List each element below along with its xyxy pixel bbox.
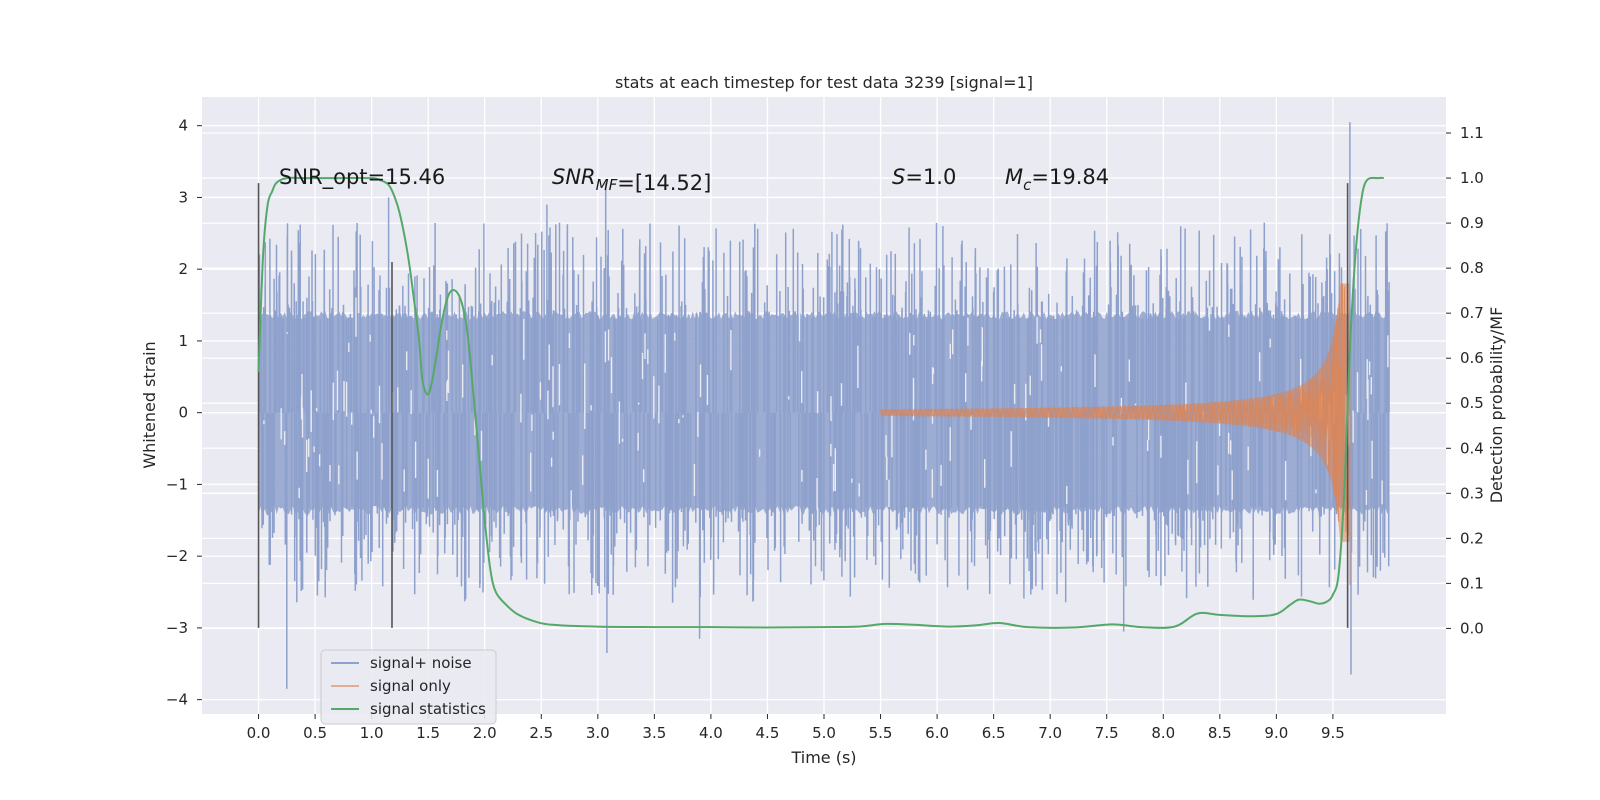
x-tick-label: 2.5: [529, 724, 553, 742]
legend-label-noise: signal+ noise: [370, 654, 472, 672]
x-tick-label: 9.5: [1321, 724, 1345, 742]
y-tick-label: −2: [166, 547, 188, 565]
y2-axis-label: Detection probability/MF: [1487, 307, 1506, 504]
y2-tick-label: 0.7: [1460, 304, 1484, 322]
x-tick-label: 6.5: [982, 724, 1006, 742]
annotation-s-value: =1.0: [905, 165, 956, 189]
x-tick-label: 5.5: [869, 724, 893, 742]
x-tick-label: 5.0: [812, 724, 836, 742]
x-tick-label: 6.0: [925, 724, 949, 742]
y-tick-label: 4: [178, 117, 188, 135]
y-axis-ticks: 4 3 2 1 0 −1 −2 −3 −4: [166, 117, 202, 709]
y2-tick-label: 1.0: [1460, 169, 1484, 187]
y-tick-label: −4: [166, 691, 188, 709]
annotation-snr-mf-name: SNR: [552, 165, 596, 189]
legend-box: [320, 649, 497, 725]
x-tick-label: 0.5: [303, 724, 327, 742]
y2-tick-label: 0.0: [1460, 619, 1484, 637]
chart-marks: [257, 122, 1390, 689]
x-tick-label: 4.0: [699, 724, 723, 742]
annotation-snr-mf-sub: MF: [596, 176, 618, 194]
y2-tick-label: 0.8: [1460, 259, 1484, 277]
x-tick-label: 8.0: [1151, 724, 1175, 742]
annotation-snr-mf-value: =[14.52]: [617, 171, 711, 195]
y-tick-label: −1: [166, 475, 188, 493]
annotation-mc: Mc=19.84: [1005, 165, 1109, 194]
x-tick-label: 3.5: [642, 724, 666, 742]
y-tick-label: 3: [178, 188, 188, 206]
y-axis-label: Whitened strain: [140, 341, 159, 468]
legend-label-statistics: signal statistics: [370, 700, 486, 718]
x-tick-label: 2.0: [473, 724, 497, 742]
annotation-s: S=1.0: [892, 165, 956, 189]
x-axis-label: Time (s): [790, 748, 856, 767]
x-tick-label: 1.5: [416, 724, 440, 742]
x-tick-label: 9.0: [1264, 724, 1288, 742]
x-tick-label: 1.0: [360, 724, 384, 742]
y2-tick-label: 0.9: [1460, 214, 1484, 232]
y2-tick-label: 1.1: [1460, 124, 1484, 142]
x-axis-ticks: 0.0 0.5 1.0 1.5 2.0 2.5 3.0 3.5 4.0 4.5 5.0 5.5 6.0 6…: [247, 714, 1345, 742]
annotation-s-name: S: [892, 165, 905, 189]
noise-series-spikes: [258, 122, 1390, 689]
y2-tick-label: 0.2: [1460, 529, 1484, 547]
y-tick-label: −3: [166, 619, 188, 637]
x-tick-label: 0.0: [247, 724, 271, 742]
x-tick-label: 7.5: [1095, 724, 1119, 742]
chart-title: stats at each timestep for test data 323…: [615, 73, 1033, 92]
annotation-snr-opt: SNR_opt=15.46: [279, 165, 445, 190]
x-tick-label: 4.5: [756, 724, 780, 742]
y-tick-label: 0: [178, 404, 188, 422]
annotation-mc-sub: c: [1023, 176, 1032, 194]
y2-tick-label: 0.3: [1460, 484, 1484, 502]
y2-tick-label: 0.5: [1460, 394, 1484, 412]
y-tick-label: 1: [178, 332, 188, 350]
y2-tick-label: 0.4: [1460, 439, 1484, 457]
y2-tick-label: 0.1: [1460, 574, 1484, 592]
legend: signal+ noise signal only signal statist…: [320, 649, 497, 725]
x-tick-label: 7.0: [1038, 724, 1062, 742]
signal-statistics-line: [257, 176, 1384, 629]
noise-series-gaps: [258, 297, 1389, 522]
annotations: SNR_opt=15.46 SNRMF=[14.52] S=1.0 Mc=19.…: [279, 165, 1109, 195]
y2-axis-ticks: 1.1 1.0 0.9 0.8 0.7 0.6 0.5 0.4 0.3 0.2 0.1 0.0: [1446, 124, 1484, 637]
annotation-snr-mf: SNRMF=[14.52]: [552, 165, 711, 195]
y-tick-label: 2: [178, 260, 188, 278]
x-tick-label: 8.5: [1208, 724, 1232, 742]
legend-label-signal: signal only: [370, 677, 451, 695]
x-tick-label: 3.0: [586, 724, 610, 742]
annotation-mc-name: M: [1005, 165, 1023, 189]
annotation-mc-value: =19.84: [1031, 165, 1109, 189]
y2-tick-label: 0.6: [1460, 349, 1484, 367]
